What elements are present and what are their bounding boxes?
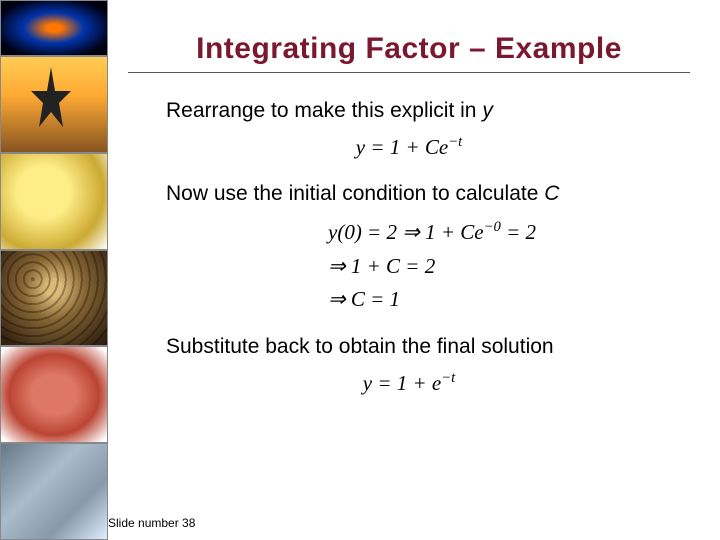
equation-3: y = 1 + e−t (128, 371, 690, 396)
thumb-leopard (0, 250, 108, 347)
var-y: y (482, 99, 493, 122)
thumb-thermal-ring (0, 0, 108, 56)
thumb-liver-organ (0, 346, 108, 443)
slide-title: Integrating Factor – Example (128, 32, 690, 66)
text-substitute: Substitute back to obtain the final solu… (166, 335, 690, 359)
equation-2-line3: ⇒ C = 1 (328, 283, 690, 317)
text-rearrange: Rearrange to make this explicit in y (166, 99, 690, 123)
text-rearrange-a: Rearrange to make this explicit in (166, 99, 482, 122)
slide-number: Slide number 38 (108, 516, 195, 530)
thumb-oil-pumpjack (0, 56, 108, 153)
sidebar-thumbnails (0, 0, 108, 540)
thumb-satellite-cloud (0, 443, 108, 540)
var-c: C (544, 182, 559, 205)
thumb-gold-bars (0, 153, 108, 250)
equation-1: y = 1 + Ce−t (128, 135, 690, 160)
text-ic-a: Now use the initial condition to calcula… (166, 182, 544, 205)
title-rule (128, 72, 690, 73)
slide-content: Integrating Factor – Example Rearrange t… (108, 0, 720, 540)
equation-2-line1: y(0) = 2 ⇒ 1 + Ce−0 = 2 (328, 216, 690, 250)
text-initial-condition: Now use the initial condition to calcula… (166, 182, 690, 206)
equation-2-block: y(0) = 2 ⇒ 1 + Ce−0 = 2 ⇒ 1 + C = 2 ⇒ C … (328, 216, 690, 317)
equation-2-line2: ⇒ 1 + C = 2 (328, 250, 690, 284)
